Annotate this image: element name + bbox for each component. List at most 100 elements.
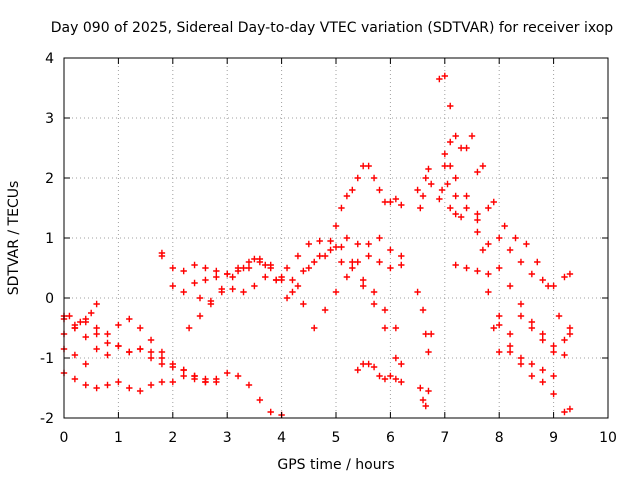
chart-title: Day 090 of 2025, Sidereal Day-to-day VTE… [51,20,614,36]
data-point [444,180,451,188]
data-point [147,354,155,362]
data-point [387,246,394,254]
series-track-m [414,165,435,212]
series-track-i [196,237,400,332]
data-point [224,369,231,377]
data-point [417,384,424,392]
data-point [349,186,356,194]
data-point [180,366,187,374]
data-point [93,345,100,353]
data-point [77,318,84,326]
data-point [436,75,443,83]
data-point [485,240,492,248]
data-point [360,282,367,290]
data-point [343,273,351,281]
data-point [561,408,568,416]
data-point [387,264,394,272]
data-point [294,252,302,260]
data-point [566,270,574,278]
series-track-e [60,369,285,419]
data-point [496,321,503,329]
series-track-q [441,150,574,350]
data-point [88,309,95,317]
data-point [506,282,514,290]
data-point [267,408,274,416]
data-point [82,333,89,341]
data-point [332,222,340,230]
data-point [398,360,405,368]
data-point [251,282,258,290]
data-point [517,354,525,362]
data-point [169,378,176,386]
data-point [82,360,89,368]
series-track-j [332,162,405,230]
data-point [381,198,389,206]
data-point [256,255,264,263]
data-point [528,324,536,332]
series-track-s [452,192,574,416]
data-point [305,240,312,248]
x-tick-label: 0 [60,430,69,446]
data-point [66,312,73,320]
data-point [104,351,111,359]
x-axis-label: GPS time / hours [277,457,394,473]
data-point [452,261,459,269]
y-tick-label: 1 [45,231,54,247]
data-point [414,288,421,296]
data-point [474,228,481,236]
data-point [71,351,79,359]
data-point [191,375,198,383]
data-point [425,165,432,173]
data-point [447,138,454,146]
data-point [360,162,367,170]
data-point [229,273,236,281]
data-point [452,210,459,218]
data-point [436,195,443,203]
series-track-g [158,234,405,284]
data-point [428,180,435,188]
series-track-t [474,210,568,359]
data-point [452,132,459,140]
data-point [474,267,481,275]
x-tick-label: 10 [599,430,617,446]
data-point [354,174,361,182]
data-point [457,213,465,221]
series-track-h [185,237,405,368]
data-point [550,342,557,350]
data-point [528,270,536,278]
data-point [289,276,296,284]
series-track-n [417,384,432,410]
data-point [523,240,530,248]
data-point [398,252,405,260]
data-point [256,396,264,404]
data-point [441,72,448,80]
data-point [544,282,552,290]
data-point [566,330,574,338]
data-point [311,258,318,266]
data-point [311,324,318,332]
data-point [196,294,204,302]
y-tick-label: 3 [45,111,54,127]
data-point [441,150,448,158]
data-point [463,192,470,200]
data-point [447,162,454,170]
data-point [349,264,356,272]
data-point [262,273,269,281]
data-point [550,348,557,356]
data-point [218,288,225,296]
data-point [196,312,204,320]
data-point [332,288,340,296]
data-point [332,243,340,251]
data-point [115,342,122,350]
data-point [202,276,209,284]
data-point [338,243,345,251]
data-point [517,312,525,320]
x-tick-label: 7 [440,430,449,446]
data-point [550,372,557,380]
data-point [539,276,546,284]
data-point [376,372,383,380]
data-point [370,288,378,296]
data-point [539,330,546,338]
data-point [392,324,400,332]
